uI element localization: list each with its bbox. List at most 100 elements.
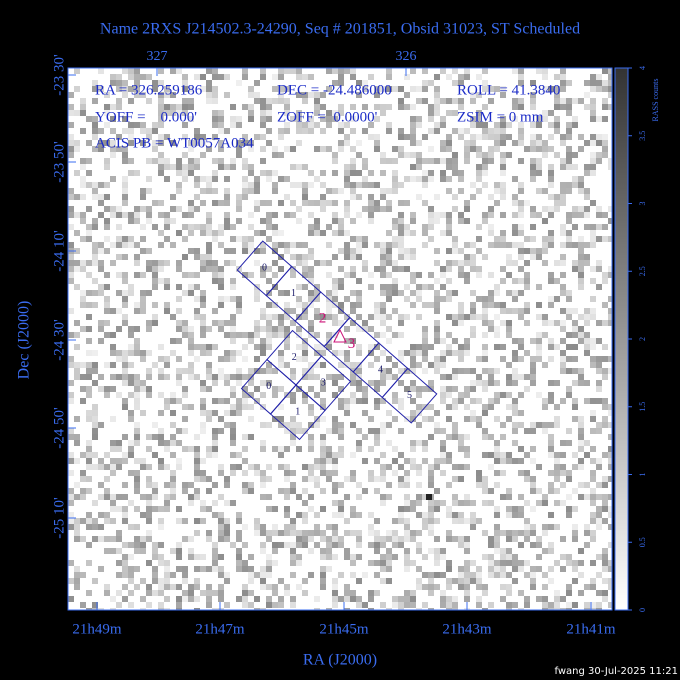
sky-pixel [440,272,446,278]
sky-pixel [68,194,74,200]
sky-pixel [386,440,392,446]
sky-pixel [320,566,326,572]
sky-pixel [446,392,452,398]
sky-pixel [314,104,320,110]
sky-pixel [374,140,380,146]
sky-pixel [608,206,612,212]
sky-pixel [524,278,530,284]
sky-pixel [188,170,194,176]
sky-pixel [230,296,236,302]
sky-pixel [440,446,446,452]
sky-pixel [584,398,590,404]
sky-pixel [572,326,578,332]
sky-pixel [344,596,350,602]
sky-pixel [590,602,596,608]
sky-pixel [332,512,338,518]
sky-pixel [458,440,464,446]
sky-pixel [446,110,452,116]
sky-pixel [488,158,494,164]
sky-pixel [74,524,80,530]
sky-pixel [140,386,146,392]
sky-pixel [500,452,506,458]
sky-pixel [158,374,164,380]
sky-pixel [506,320,512,326]
sky-pixel [224,398,230,404]
sky-pixel [590,428,596,434]
sky-pixel [158,542,164,548]
sky-pixel [590,578,596,584]
sky-pixel [122,146,128,152]
sky-pixel [182,392,188,398]
sky-pixel [314,362,320,368]
sky-pixel [380,428,386,434]
sky-pixel [146,560,152,566]
sky-pixel [170,410,176,416]
sky-pixel [572,224,578,230]
sky-pixel [200,476,206,482]
sky-pixel [428,116,434,122]
sky-pixel [260,134,266,140]
sky-pixel [506,392,512,398]
sky-pixel [440,356,446,362]
sky-pixel [488,296,494,302]
sky-pixel [278,332,284,338]
sky-pixel [596,158,602,164]
sky-pixel [254,248,260,254]
sky-pixel [470,512,476,518]
sky-pixel [464,446,470,452]
sky-pixel [554,152,560,158]
sky-pixel [506,362,512,368]
sky-pixel [86,386,92,392]
sky-pixel [128,86,134,92]
sky-pixel [362,158,368,164]
sky-pixel [578,560,584,566]
sky-pixel [554,260,560,266]
sky-pixel [380,206,386,212]
sky-pixel [302,356,308,362]
sky-pixel [320,446,326,452]
sky-pixel [308,494,314,500]
title: Name 2RXS J214502.3-24290, Seq # 201851,… [100,21,580,38]
sky-pixel [128,332,134,338]
sky-pixel [446,248,452,254]
sky-pixel [458,248,464,254]
sky-pixel [428,512,434,518]
sky-pixel [392,374,398,380]
sky-pixel [440,386,446,392]
sky-pixel [476,74,482,80]
bottom-tick-label: 21h49m [72,621,122,637]
sky-pixel [590,398,596,404]
sky-pixel [560,80,566,86]
sky-pixel [116,506,122,512]
sky-pixel [602,80,608,86]
sky-pixel [428,482,434,488]
sky-pixel [218,146,224,152]
sky-pixel [98,536,104,542]
sky-pixel [182,152,188,158]
sky-pixel [350,380,356,386]
sky-pixel [206,374,212,380]
sky-pixel [320,536,326,542]
sky-pixel [476,164,482,170]
sky-pixel [350,170,356,176]
sky-pixel [182,482,188,488]
sky-pixel [386,554,392,560]
sky-pixel [158,230,164,236]
sky-pixel [338,140,344,146]
sky-pixel [176,284,182,290]
sky-pixel [416,116,422,122]
left-tick-label: -24 30' [51,319,67,361]
sky-pixel [272,368,278,374]
sky-pixel [584,194,590,200]
sky-pixel [500,278,506,284]
sky-pixel [242,386,248,392]
sky-pixel [446,344,452,350]
sky-pixel [596,86,602,92]
sky-pixel [68,212,74,218]
sky-pixel [320,578,326,584]
sky-pixel [560,230,566,236]
sky-pixel [260,578,266,584]
sky-pixel [224,320,230,326]
sky-pixel [530,248,536,254]
sky-pixel [164,104,170,110]
